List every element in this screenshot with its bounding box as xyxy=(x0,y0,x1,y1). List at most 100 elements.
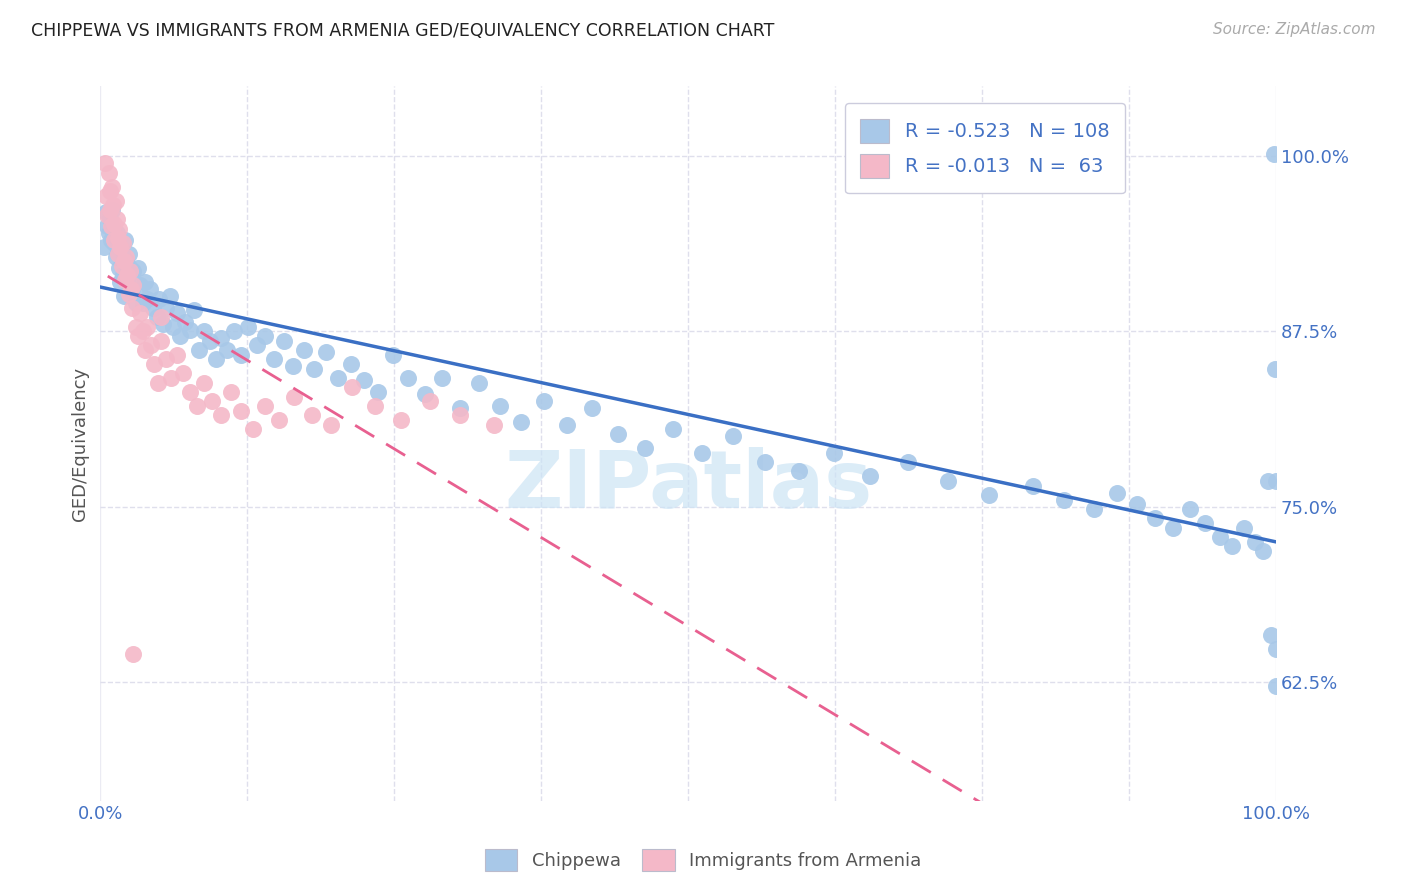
Point xyxy=(382,348,405,362)
Point xyxy=(319,418,342,433)
Point xyxy=(253,328,276,343)
Y-axis label: GED/Equivalency: GED/Equivalency xyxy=(72,367,89,521)
Point xyxy=(98,185,121,199)
Point xyxy=(159,289,181,303)
Point xyxy=(217,343,239,357)
Point xyxy=(124,296,146,310)
Point xyxy=(131,325,153,339)
Point xyxy=(122,647,145,661)
Point xyxy=(98,212,121,227)
Point xyxy=(1178,502,1201,516)
Point xyxy=(117,286,139,301)
Point xyxy=(193,325,215,339)
Point xyxy=(267,412,290,426)
Point xyxy=(1265,679,1288,693)
Point xyxy=(432,370,454,384)
Point xyxy=(468,376,491,391)
Point xyxy=(103,198,125,212)
Point xyxy=(231,348,253,362)
Point xyxy=(413,387,436,401)
Point xyxy=(97,166,120,180)
Point xyxy=(108,222,131,236)
Point xyxy=(107,244,129,259)
Point xyxy=(139,338,162,352)
Point xyxy=(533,394,555,409)
Point xyxy=(174,315,197,329)
Point xyxy=(150,310,173,325)
Point xyxy=(148,292,170,306)
Point xyxy=(510,416,533,430)
Point xyxy=(1161,520,1184,534)
Point xyxy=(120,282,142,296)
Point xyxy=(169,328,191,343)
Point xyxy=(160,370,183,384)
Point xyxy=(110,259,132,273)
Point xyxy=(115,254,138,268)
Point xyxy=(96,208,118,222)
Point xyxy=(96,205,118,219)
Point xyxy=(142,301,165,315)
Point xyxy=(110,240,132,254)
Point xyxy=(186,399,208,413)
Point xyxy=(273,334,295,349)
Point xyxy=(263,352,285,367)
Point xyxy=(117,247,139,261)
Point xyxy=(859,468,882,483)
Point xyxy=(166,306,188,320)
Point xyxy=(112,254,135,268)
Point xyxy=(104,194,127,209)
Point xyxy=(198,334,221,349)
Point xyxy=(1243,534,1265,549)
Text: CHIPPEWA VS IMMIGRANTS FROM ARMENIA GED/EQUIVALENCY CORRELATION CHART: CHIPPEWA VS IMMIGRANTS FROM ARMENIA GED/… xyxy=(31,22,775,40)
Point xyxy=(121,282,143,296)
Point xyxy=(121,301,143,315)
Point xyxy=(897,455,920,469)
Point xyxy=(103,236,125,251)
Point xyxy=(1208,530,1230,544)
Point xyxy=(1126,497,1149,511)
Point xyxy=(96,219,118,234)
Point xyxy=(823,446,845,460)
Point xyxy=(127,261,149,276)
Point xyxy=(162,320,184,334)
Point xyxy=(581,401,603,416)
Point xyxy=(100,219,122,234)
Point xyxy=(1233,520,1256,534)
Point xyxy=(155,301,177,315)
Point xyxy=(110,247,132,261)
Point xyxy=(105,212,128,227)
Point xyxy=(111,236,134,251)
Point xyxy=(353,374,375,388)
Point xyxy=(107,230,129,244)
Point xyxy=(606,426,628,441)
Point xyxy=(389,412,412,426)
Point xyxy=(134,343,156,357)
Point xyxy=(301,409,323,423)
Point xyxy=(1083,502,1105,516)
Point xyxy=(103,234,125,248)
Point xyxy=(634,441,657,455)
Point xyxy=(98,202,121,217)
Point xyxy=(690,446,713,460)
Point xyxy=(188,343,211,357)
Point xyxy=(1222,539,1244,553)
Point xyxy=(111,268,134,283)
Legend: R = -0.523   N = 108, R = -0.013   N =  63: R = -0.523 N = 108, R = -0.013 N = 63 xyxy=(845,103,1125,194)
Point xyxy=(124,320,146,334)
Point xyxy=(146,376,169,391)
Text: Source: ZipAtlas.com: Source: ZipAtlas.com xyxy=(1212,22,1375,37)
Point xyxy=(1251,544,1274,558)
Point xyxy=(101,202,124,217)
Point xyxy=(110,276,132,290)
Point xyxy=(118,261,141,276)
Point xyxy=(114,272,136,286)
Point xyxy=(209,409,232,423)
Point xyxy=(103,222,125,236)
Point xyxy=(489,399,512,413)
Point xyxy=(219,384,242,399)
Point xyxy=(1263,146,1285,161)
Point xyxy=(482,418,505,433)
Point xyxy=(108,261,131,276)
Point xyxy=(179,384,201,399)
Point xyxy=(1265,642,1288,657)
